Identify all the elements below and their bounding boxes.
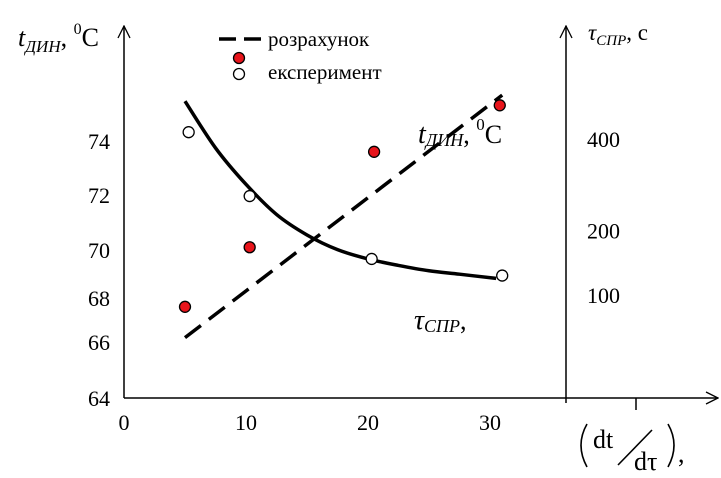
tau-spr-experiment-point [365,252,378,266]
series-tau-spr-symbol: τ [414,305,425,336]
y-left-label-sup: 0 [74,21,82,38]
y-right-tick-label: 100 [587,283,620,308]
t-din-experiment-point [367,145,381,158]
x-label-left-paren [580,423,588,468]
y-right-label-symbol: τ [588,20,597,45]
legend-label-calculated: розрахунок [268,27,370,51]
legend: розрахунок експеримент [219,27,382,84]
series-tau-spr-sub: СПР [424,316,460,336]
y-left-label: tДИН, 0C [18,21,99,56]
series-layer [178,93,509,339]
y-right-label-unit: , с [626,20,648,45]
t-din-experiment-point [493,99,506,112]
series-label-t-din: tДИН, 0C [418,115,502,150]
x-tick-label: 0 [119,410,130,435]
y-left-label-sub: ДИН [23,37,62,56]
legend-label-experiment: експеримент [268,60,382,84]
tau-spr-experiment-point [243,189,256,203]
y-left-tick-label: 72 [88,183,110,208]
tau-spr-experiment-point [182,126,195,139]
series-label-tau-spr: τСПР, [414,305,467,336]
x-label-right-paren [667,423,675,468]
x-ticks: 0 10 20 30 [119,398,637,435]
y-left-tick-label: 74 [88,129,110,154]
y-left-tick-label: 70 [88,238,110,263]
series-t-din-sub: ДИН [424,130,464,150]
t-din-calculated-line [183,93,504,339]
tau-spr-experiment-point [496,269,509,282]
series-t-din-sup: 0 [476,115,485,134]
series-tau-spr-suffix: , [460,306,467,335]
t-din-experiment-point [243,241,256,254]
y-left-label-symbol: t [18,23,26,52]
x-label-denominator: dτ [634,447,657,476]
y-right-tick-label: 200 [587,218,620,243]
x-label-suffix: , [678,439,685,468]
x-label-fraction-slash [617,429,653,466]
x-tick-label: 20 [357,410,379,435]
x-axis-label: dt dτ , [580,423,685,476]
tau-spr-calculated-line [183,100,497,281]
y-right-label: τСПР, с [588,20,648,49]
y-left-tick-label: 68 [88,286,110,311]
series-t-din-symbol: t [418,119,427,150]
legend-filled-marker [232,51,246,65]
y-left-tick-label: 64 [88,386,110,411]
y-right-tick-label: 400 [587,127,620,152]
y-left-tick-label: 66 [88,330,110,355]
y-right-label-sub: СПР [596,33,626,49]
x-tick-label: 30 [479,410,501,435]
t-din-experiment-point [178,300,192,313]
y-right-ticks: 100 200 400 [587,127,620,308]
y-left-ticks: 64 66 68 70 72 74 [88,129,110,411]
y-left-label-unit: C [82,23,99,52]
legend-open-marker [232,67,246,81]
series-t-din-unit: C [485,120,502,149]
x-tick-label: 10 [235,410,257,435]
x-label-numerator: dt [593,425,614,454]
